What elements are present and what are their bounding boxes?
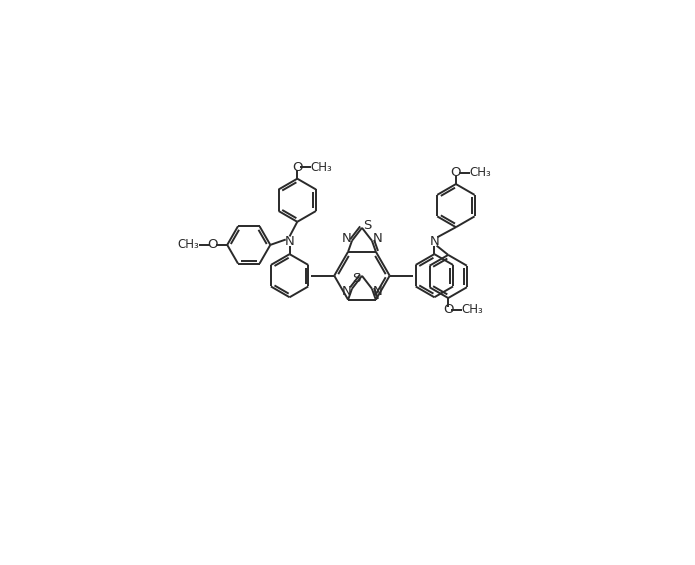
Text: CH₃: CH₃: [178, 238, 199, 251]
Text: N: N: [285, 234, 295, 247]
Text: O: O: [450, 166, 461, 179]
Text: CH₃: CH₃: [469, 166, 491, 179]
Text: S: S: [352, 272, 361, 285]
Text: CH₃: CH₃: [461, 303, 483, 316]
Text: N: N: [342, 285, 352, 298]
Text: N: N: [373, 232, 382, 245]
Text: S: S: [363, 219, 372, 232]
Text: N: N: [430, 234, 439, 247]
Text: O: O: [443, 303, 453, 316]
Text: O: O: [207, 238, 218, 251]
Text: CH₃: CH₃: [310, 160, 332, 173]
Text: N: N: [373, 285, 382, 298]
Text: O: O: [292, 160, 302, 173]
Text: N: N: [342, 232, 352, 245]
